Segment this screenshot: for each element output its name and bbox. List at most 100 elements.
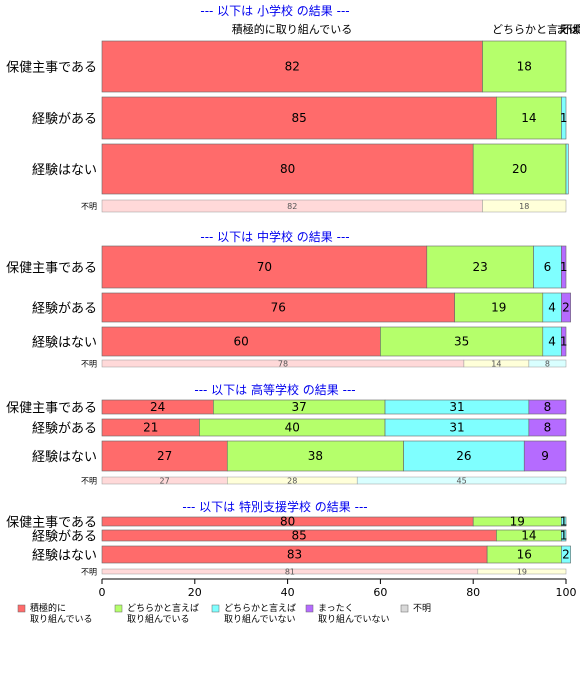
data-label: 40: [285, 421, 300, 435]
data-label: 37: [292, 400, 307, 414]
data-label-unknown: 82: [287, 202, 297, 211]
data-label: 20: [512, 162, 527, 176]
data-label: 70: [257, 260, 272, 274]
data-label-unknown: 18: [519, 202, 529, 211]
top-label: 不明: [562, 23, 580, 36]
bar-segment: [496, 96, 562, 140]
data-label: 31: [449, 400, 464, 414]
bar-segment: [101, 245, 428, 289]
row-label: 経験はない: [32, 336, 97, 351]
row-label: 経験がある: [32, 530, 97, 545]
legend-label: どちらかと言えば: [224, 602, 296, 614]
legend-label: 取り組んでいる: [127, 613, 190, 625]
bar-segment-unknown: [477, 568, 567, 575]
x-tick-label: 100: [556, 586, 577, 599]
x-tick-label: 20: [188, 586, 202, 599]
legend-swatch: [17, 604, 26, 613]
bar-segment-unknown: [356, 476, 567, 485]
data-label: 83: [287, 548, 302, 562]
bar-segment: [561, 326, 567, 357]
bar-segment: [523, 440, 567, 472]
bar-segment: [472, 143, 567, 195]
data-label: 1: [560, 335, 568, 349]
bar-segment: [101, 96, 497, 140]
data-label: 18: [517, 60, 532, 74]
bar-segment: [528, 399, 567, 415]
data-label-unknown: 78: [278, 360, 288, 369]
bar-segment-unknown: [528, 359, 567, 368]
section-title: --- 以下は 中学校 の結果 ---: [200, 229, 349, 244]
legend-label: まったく: [318, 603, 354, 614]
row-label: 経験はない: [32, 549, 97, 564]
data-label: 31: [449, 421, 464, 435]
data-label: 8: [544, 421, 552, 435]
x-tick-label: 0: [99, 586, 106, 599]
data-label-unknown: 81: [285, 568, 295, 577]
top-label: 積極的に取り組んでいる: [232, 22, 352, 36]
section-title: --- 以下は 高等学校 の結果 ---: [194, 382, 355, 397]
data-label-unknown: 8: [545, 360, 550, 369]
data-label: 80: [280, 162, 295, 176]
data-label: 60: [234, 335, 249, 349]
bar-segment: [528, 418, 567, 437]
legend-label: 取り組んでいない: [224, 613, 296, 625]
bar-segment: [380, 326, 544, 357]
data-label: 14: [521, 111, 536, 125]
row-label-unknown: 不明: [81, 477, 97, 486]
bar-segment: [101, 40, 483, 93]
data-label: 21: [143, 421, 158, 435]
bar-segment: [403, 440, 525, 472]
section-title: --- 以下は 小学校 の結果 ---: [200, 3, 349, 18]
bar-segment: [561, 245, 567, 289]
legend-label: 取り組んでいる: [30, 613, 93, 625]
data-label: 16: [517, 548, 532, 562]
row-label: 保健主事である: [6, 61, 97, 76]
x-tick-label: 60: [373, 586, 387, 599]
data-label-unknown: 19: [517, 568, 527, 577]
data-label: 85: [292, 529, 307, 543]
data-label: 38: [308, 449, 323, 463]
data-label: 23: [473, 260, 488, 274]
data-label: 14: [521, 529, 536, 543]
row-label: 経験がある: [32, 422, 97, 437]
data-label-unknown: 27: [160, 477, 170, 486]
bar-segment: [101, 326, 381, 357]
legend-label: 不明: [413, 603, 431, 614]
data-label: 1: [560, 260, 568, 274]
data-label: 1: [560, 515, 568, 529]
legend-swatch: [305, 604, 314, 613]
data-label: 26: [456, 449, 471, 463]
data-label: 2: [562, 548, 570, 562]
data-label: 80: [280, 515, 295, 529]
data-label-unknown: 45: [457, 477, 467, 486]
bar-segment: [565, 143, 569, 195]
data-label: 4: [548, 301, 556, 315]
bar-segment-unknown: [482, 199, 567, 213]
data-label: 27: [157, 449, 172, 463]
data-label: 85: [292, 111, 307, 125]
data-label-unknown: 28: [287, 477, 297, 486]
row-label: 保健主事である: [6, 401, 97, 416]
data-label: 82: [285, 60, 300, 74]
bar-segment: [426, 245, 534, 289]
row-label: 保健主事である: [6, 516, 97, 531]
data-label: 9: [541, 449, 549, 463]
data-label: 1: [560, 529, 568, 543]
row-label: 経験はない: [32, 450, 97, 465]
bar-segment: [561, 529, 567, 542]
legend-swatch: [211, 604, 220, 613]
data-label-unknown: 14: [491, 360, 501, 369]
row-label: 保健主事である: [6, 261, 97, 276]
data-label: 24: [150, 400, 165, 414]
data-label: 35: [454, 335, 469, 349]
bar-segment: [101, 292, 455, 323]
row-label-unknown: 不明: [81, 360, 97, 369]
bar-segment: [561, 516, 567, 527]
bar-segment: [101, 143, 474, 195]
data-label: 76: [271, 301, 286, 315]
bar-segment: [561, 96, 567, 140]
data-label: 6: [544, 260, 552, 274]
row-label: 経験はない: [32, 163, 97, 178]
legend-label: どちらかと言えば: [127, 602, 199, 614]
legend-label: 取り組んでいない: [318, 613, 390, 625]
